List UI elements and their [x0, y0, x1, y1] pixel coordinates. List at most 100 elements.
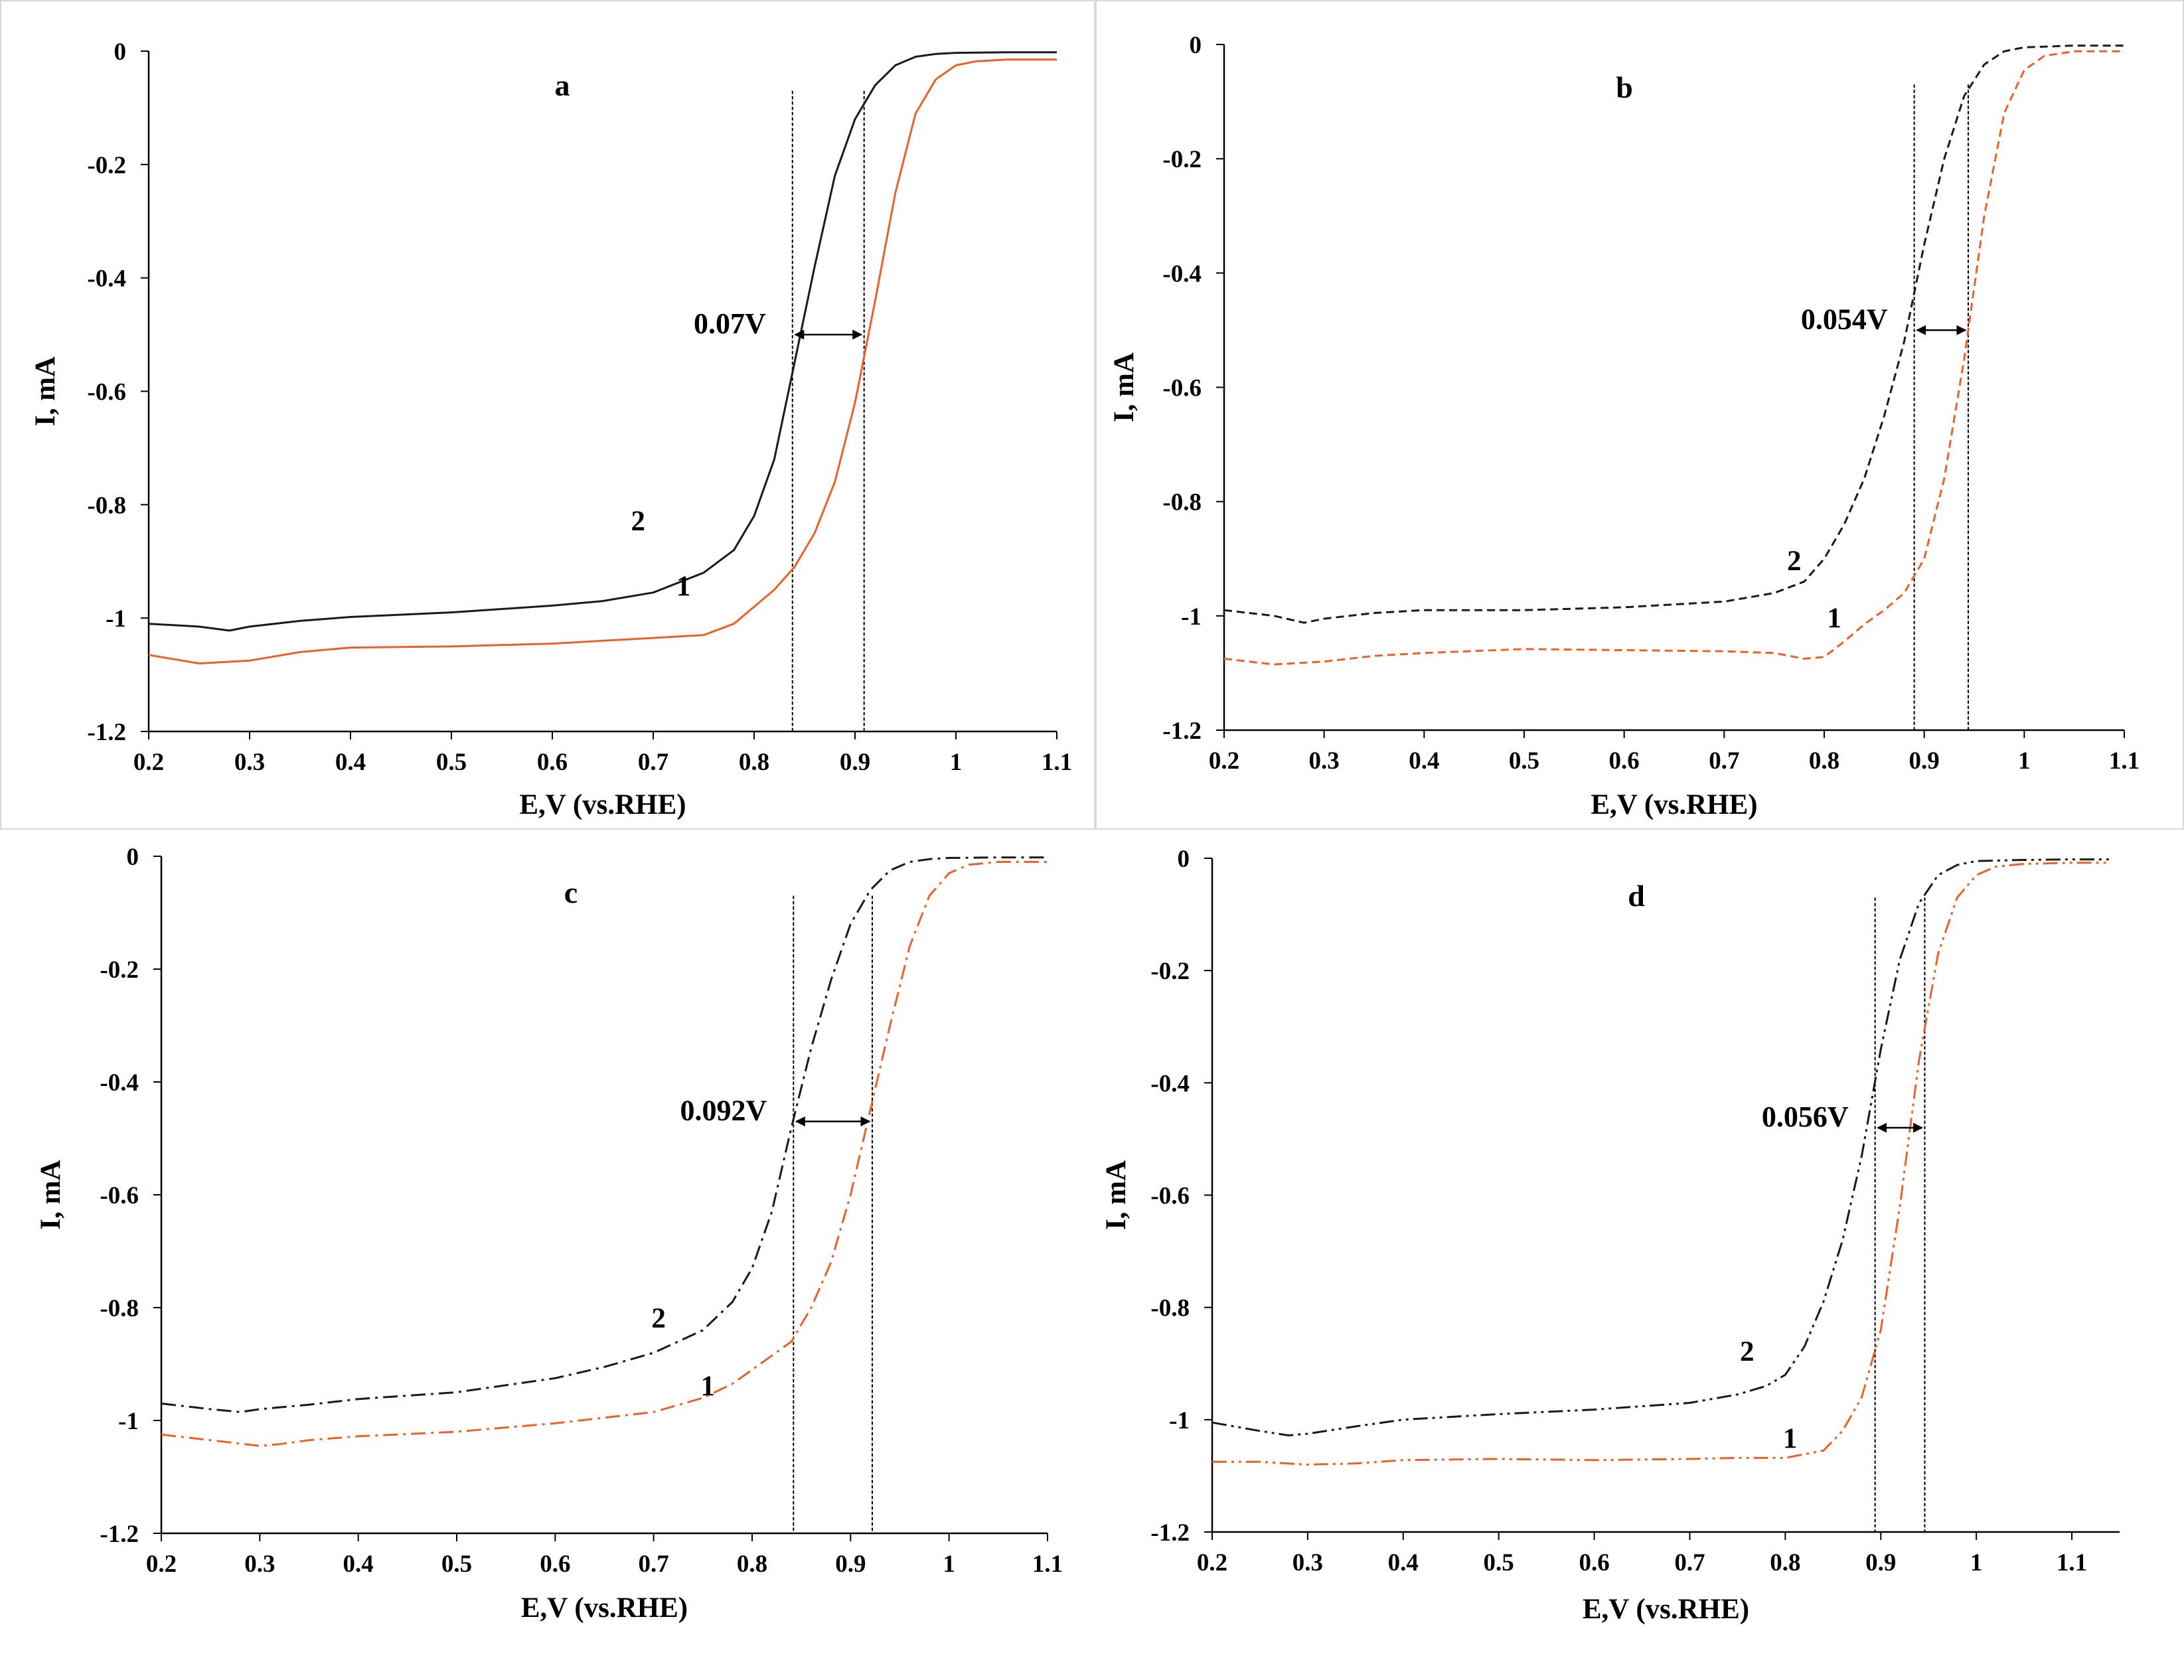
y-tick-label: -1.2	[1150, 1519, 1190, 1547]
series-line-1	[1212, 862, 2110, 1466]
panel-title: a	[555, 68, 570, 102]
separation-label: 0.07V	[694, 307, 766, 340]
curve-label: 1	[1827, 603, 1841, 634]
x-tick-label: 0.6	[537, 749, 568, 776]
x-tick-label: 0.3	[244, 1551, 275, 1578]
x-tick-label: 0.6	[1609, 747, 1640, 775]
x-tick-label: 0.5	[1484, 1549, 1514, 1576]
y-tick-label: -1.2	[87, 719, 126, 746]
x-tick-label: 1	[2018, 747, 2031, 775]
x-tick-label: 0.5	[1509, 747, 1539, 775]
x-axis-label: E,V (vs.RHE)	[521, 1592, 688, 1624]
panel-title: c	[564, 876, 578, 909]
y-tick-label: -1.2	[100, 1521, 139, 1548]
y-tick-label: -0.6	[1150, 1183, 1190, 1210]
x-tick-label: 1.1	[1042, 749, 1072, 776]
y-axis-label: I, mA	[1101, 1160, 1132, 1230]
series-line-2	[148, 51, 1057, 632]
y-tick-label: 0	[114, 38, 127, 66]
y-tick-label: 0	[1190, 32, 1202, 59]
x-tick-label: 1.1	[1032, 1551, 1063, 1578]
x-tick-label: 0.7	[1674, 1549, 1705, 1576]
y-tick-label: -1.2	[1162, 718, 1202, 745]
x-axis-label: E,V (vs.RHE)	[1591, 789, 1757, 820]
curve-label: 2	[631, 506, 645, 537]
x-tick-label: 0.3	[1309, 747, 1340, 775]
chart-panel-b: 0.2 0.3 0.4 0.5 0.6 0.7 0.8 0.9 1 1.1 0 -0.2 -0.4 -0.…	[1095, 0, 2184, 830]
y-tick-label: -0.6	[87, 379, 126, 406]
x-tick-label: 0.2	[133, 749, 164, 776]
y-tick-label: -0.8	[1162, 489, 1202, 516]
x-tick-label: 0.4	[335, 749, 366, 776]
panel-title: b	[1616, 70, 1633, 104]
x-tick-label: 1.1	[2109, 747, 2140, 775]
separation-label: 0.092V	[680, 1095, 767, 1127]
y-tick-label: -0.6	[100, 1182, 139, 1209]
y-tick-label: -0.8	[87, 492, 126, 519]
y-tick-label: -0.4	[1150, 1070, 1190, 1097]
series-line-2	[161, 856, 1048, 1413]
chart-svg-b: 0.2 0.3 0.4 0.5 0.6 0.7 0.8 0.9 1 1.1 0 -0.2 -0.4 -0.…	[1109, 32, 2140, 820]
x-tick-label: 0.2	[1209, 747, 1239, 775]
chart-svg-a: 0.2 0.3 0.4 0.5 0.6 0.7 0.8 0.9 1 1.1 0 -0.2 -0.4 -0.…	[30, 38, 1072, 820]
x-tick-label: 1.1	[2057, 1549, 2087, 1576]
y-tick-label: -0.2	[1150, 958, 1190, 985]
y-tick-label: 0	[127, 844, 139, 871]
x-tick-label: 0.4	[1409, 747, 1439, 775]
x-tick-label: 0.6	[1579, 1549, 1609, 1576]
x-tick-label: 0.4	[1388, 1549, 1419, 1576]
curve-label: 1	[701, 1371, 716, 1402]
x-tick-label: 0.2	[1197, 1549, 1227, 1576]
chart-panel-c: 0.2 0.3 0.4 0.5 0.6 0.7 0.8 0.9 1 1.1 0 -0.2 -0.4 -0.…	[0, 830, 1095, 1640]
x-tick-label: 0.4	[343, 1551, 374, 1578]
series-line-2	[1211, 858, 2110, 1436]
x-tick-label: 0.5	[436, 749, 467, 776]
y-axis-label: I, mA	[30, 356, 61, 426]
x-tick-label: 0.8	[739, 749, 769, 776]
chart-svg-d: 0.2 0.3 0.4 0.5 0.6 0.7 0.8 0.9 1 1.1 0 -0.2 -0.4 -0.…	[1101, 846, 2120, 1625]
x-tick-label: 1	[943, 1551, 955, 1578]
x-tick-label: 0.8	[737, 1551, 767, 1578]
panel-title: d	[1628, 879, 1645, 913]
x-tick-label: 0.9	[835, 1551, 866, 1578]
x-tick-label: 0.2	[146, 1551, 177, 1578]
curve-label: 1	[1783, 1423, 1798, 1454]
x-tick-label: 0.8	[1770, 1549, 1800, 1576]
series-line-1	[161, 861, 1048, 1447]
curve-label: 2	[651, 1303, 666, 1334]
series-line-1	[148, 58, 1057, 664]
separation-label: 0.054V	[1801, 303, 1888, 335]
x-tick-label: 1	[1970, 1549, 1983, 1576]
x-tick-label: 0.7	[639, 1551, 669, 1578]
x-tick-label: 0.8	[1809, 747, 1839, 775]
y-tick-label: -0.8	[1150, 1295, 1190, 1322]
y-tick-label: -0.4	[87, 266, 126, 293]
y-tick-label: -0.8	[100, 1295, 139, 1322]
series-line-1	[1223, 50, 2124, 666]
x-tick-label: 1	[950, 749, 963, 776]
y-axis-label: I, mA	[35, 1160, 66, 1229]
y-tick-label: -0.4	[1162, 260, 1202, 287]
y-axis-label: I, mA	[1109, 352, 1140, 422]
curve-label: 2	[1787, 546, 1802, 577]
chart-panel-a: 0.2 0.3 0.4 0.5 0.6 0.7 0.8 0.9 1 1.1 0 -0.2 -0.4 -0.…	[0, 0, 1095, 830]
y-tick-label: -1	[118, 1408, 139, 1435]
x-tick-label: 0.7	[1709, 747, 1739, 775]
x-tick-label: 0.9	[1909, 747, 1940, 775]
curve-label: 2	[1740, 1336, 1755, 1367]
x-tick-label: 0.7	[638, 749, 668, 776]
y-tick-label: -0.2	[100, 956, 139, 984]
y-tick-label: -0.4	[100, 1069, 139, 1097]
y-tick-label: -1	[1169, 1407, 1190, 1434]
x-axis-label: E,V (vs.RHE)	[519, 789, 686, 820]
x-tick-label: 0.3	[1292, 1549, 1323, 1576]
y-tick-label: -1	[1181, 603, 1202, 631]
separation-label: 0.056V	[1762, 1101, 1849, 1133]
x-tick-label: 0.5	[441, 1551, 472, 1578]
x-axis-label: E,V (vs.RHE)	[1583, 1594, 1749, 1625]
y-tick-label: 0	[1178, 846, 1190, 873]
x-tick-label: 0.9	[1865, 1549, 1896, 1576]
x-tick-label: 0.3	[234, 749, 265, 776]
y-tick-label: -0.2	[87, 152, 126, 179]
series-line-2	[1223, 44, 2124, 624]
